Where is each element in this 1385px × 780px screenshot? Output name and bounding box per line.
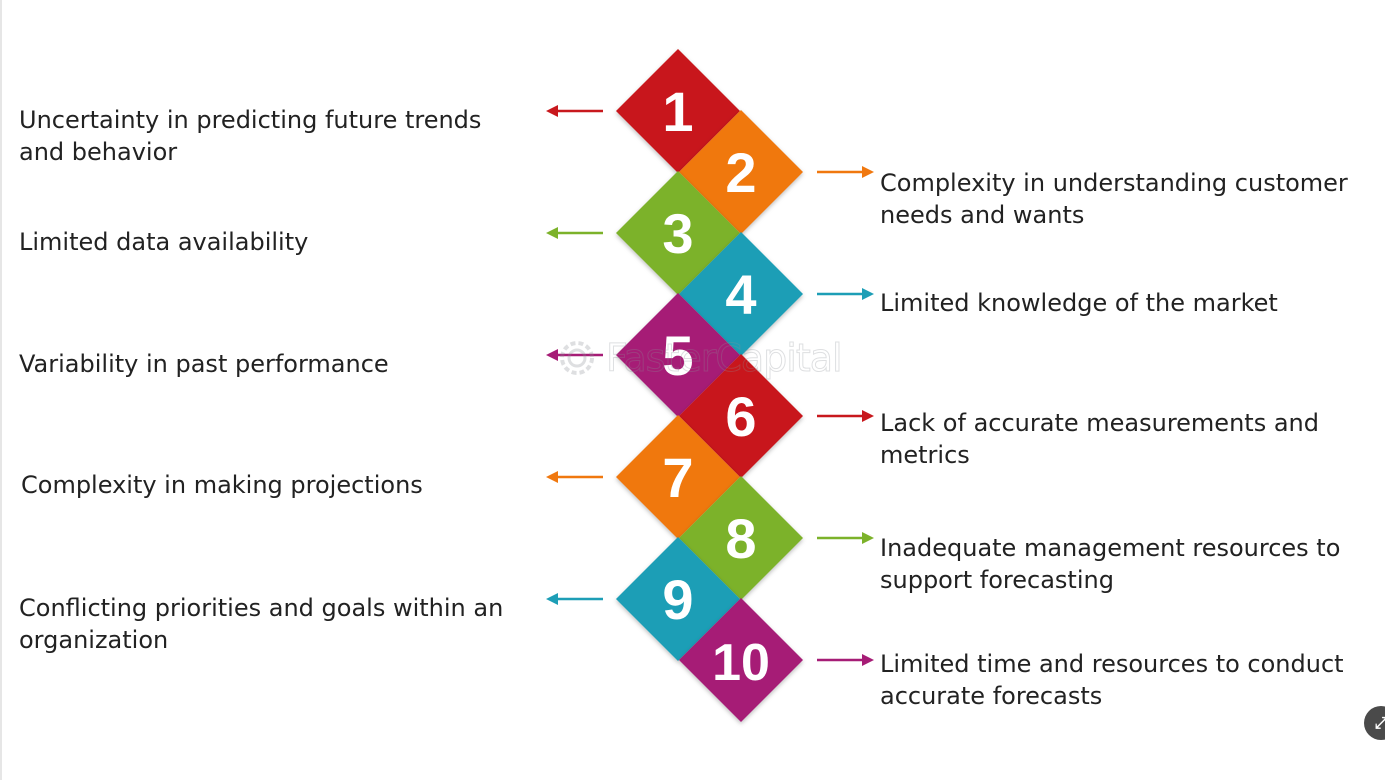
diamond-shape xyxy=(679,598,803,722)
diamond-number: 5 xyxy=(662,324,693,387)
diamond-number: 9 xyxy=(662,568,693,631)
expand-icon: ⤢ xyxy=(1374,713,1385,732)
item-text-8: Inadequate management resources to suppo… xyxy=(880,534,1341,594)
expand-button[interactable]: ⤢ xyxy=(1364,706,1385,740)
item-text-4: Limited knowledge of the market xyxy=(880,289,1278,317)
arrow-2 xyxy=(817,166,874,178)
diamond-number: 1 xyxy=(662,80,693,143)
item-text-10: Limited time and resources to conduct ac… xyxy=(880,650,1344,710)
page-left-border xyxy=(0,0,2,780)
arrow-10 xyxy=(817,654,874,666)
item-text-3: Limited data availability xyxy=(19,228,309,256)
diamond-number: 7 xyxy=(662,446,693,509)
diamond-number: 3 xyxy=(662,202,693,265)
diamond-number: 8 xyxy=(725,507,756,570)
item-text-1: Uncertainty in predicting future trends … xyxy=(19,106,482,166)
diamond-number: 10 xyxy=(712,634,770,692)
diamond-number: 2 xyxy=(725,141,756,204)
item-text-2: Complexity in understanding customer nee… xyxy=(880,169,1348,229)
arrow-6 xyxy=(817,410,874,422)
arrow-3 xyxy=(546,227,603,239)
item-text-5: Variability in past performance xyxy=(19,350,389,378)
item-text-7: Complexity in making projections xyxy=(21,471,423,499)
arrow-8 xyxy=(817,532,874,544)
diamond-number: 4 xyxy=(725,263,756,326)
arrow-1 xyxy=(546,105,603,117)
item-text-6: Lack of accurate measurements and metric… xyxy=(880,409,1319,469)
arrow-9 xyxy=(546,593,603,605)
diamond-number: 6 xyxy=(725,385,756,448)
item-text-9: Conflicting priorities and goals within … xyxy=(19,594,504,654)
arrow-5 xyxy=(546,349,603,361)
arrow-4 xyxy=(817,288,874,300)
arrow-7 xyxy=(546,471,603,483)
diamond-10: 10 xyxy=(679,598,803,722)
